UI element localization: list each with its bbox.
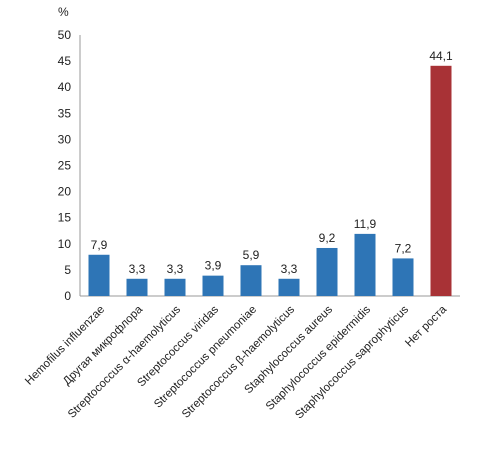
bar: [316, 247, 338, 296]
data-label: 9,2: [319, 231, 336, 245]
data-label: 3,3: [281, 262, 298, 276]
y-tick-label: 35: [58, 106, 72, 120]
data-label: 7,9: [91, 238, 108, 252]
bar: [202, 275, 224, 296]
data-label: 3,3: [129, 262, 146, 276]
y-ticks: 0 5 10 15 20 25 30 35 40 45 50: [58, 28, 72, 303]
bar: [430, 65, 452, 296]
y-tick-label: 20: [58, 185, 72, 199]
y-tick-label: 0: [64, 289, 71, 303]
bar: [164, 278, 186, 296]
bar: [354, 233, 376, 296]
bar: [278, 278, 300, 296]
x-tick-label: Нет роста: [403, 303, 449, 349]
y-tick-label: 45: [58, 54, 72, 68]
y-tick-label: 5: [64, 263, 71, 277]
data-label: 11,9: [354, 217, 377, 231]
bar: [88, 254, 110, 296]
y-tick-label: 15: [58, 211, 72, 225]
bar: [392, 258, 414, 296]
y-tick-label: 40: [58, 80, 72, 94]
data-label: 7,2: [395, 241, 412, 255]
y-tick-label: 30: [58, 132, 72, 146]
data-label: 5,9: [243, 248, 260, 262]
y-tick-label: 10: [58, 237, 72, 251]
data-label: 44,1: [429, 49, 453, 63]
bar: [240, 265, 262, 296]
data-labels: 7,9 3,3 3,3 3,9 5,9 3,3 9,2 11,9 7,2 44,1: [91, 49, 453, 276]
y-axis-label: %: [58, 5, 69, 19]
bars: [88, 65, 452, 296]
data-label: 3,9: [205, 259, 222, 273]
y-tick-label: 25: [58, 159, 72, 173]
bar: [126, 278, 148, 296]
data-label: 3,3: [167, 262, 184, 276]
y-tick-label: 50: [58, 28, 72, 42]
